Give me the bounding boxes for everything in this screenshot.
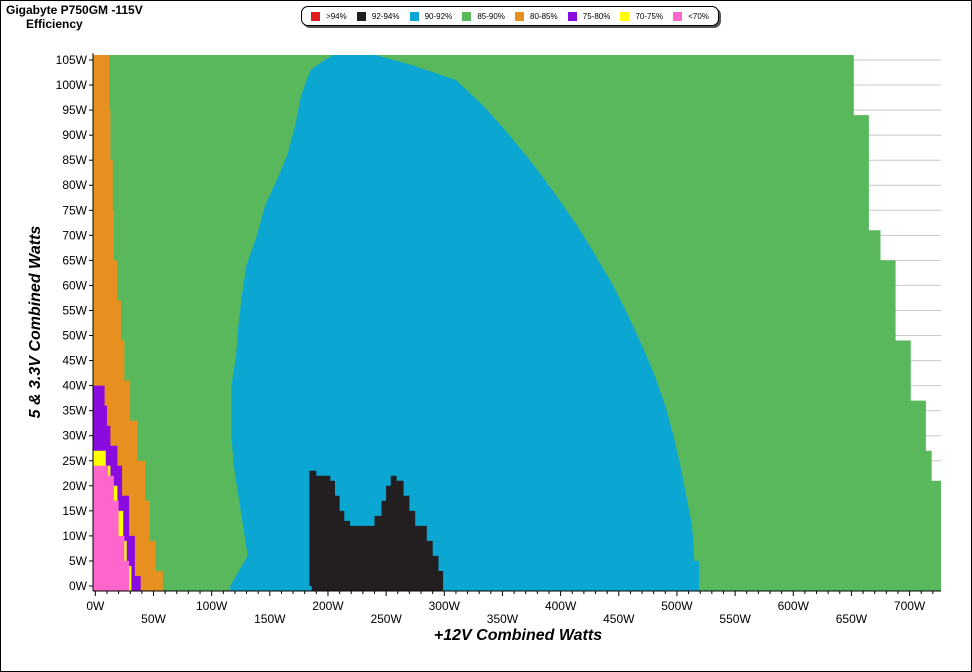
x-tick-label: 50W: [141, 612, 166, 626]
y-tick-label: 75W: [62, 203, 87, 217]
legend-swatch: [356, 11, 366, 21]
y-tick-label: 55W: [62, 303, 87, 317]
chart-title-line2: Efficiency: [26, 17, 83, 31]
legend-label: 90-92%: [424, 11, 453, 21]
chart-title: Gigabyte P750GM -115V Efficiency: [6, 3, 143, 31]
y-tick-label: 50W: [62, 329, 87, 343]
legend-swatch: [462, 11, 472, 21]
legend-item: 75-80%: [567, 11, 611, 21]
efficiency-regions: [93, 55, 941, 591]
legend-item: 92-94%: [356, 11, 400, 21]
y-tick-label: 10W: [62, 529, 87, 543]
legend-swatch: [673, 11, 683, 21]
legend-label: >94%: [326, 11, 347, 21]
legend-item: <70%: [673, 11, 709, 21]
legend-swatch: [567, 11, 577, 21]
y-tick-label: 35W: [62, 404, 87, 418]
y-tick-label: 60W: [62, 278, 87, 292]
y-axis-title: 5 & 3.3V Combined Watts: [27, 226, 44, 419]
region-70: [93, 465, 130, 591]
y-tick-label: 40W: [62, 379, 87, 393]
x-tick-label: 200W: [312, 599, 344, 613]
legend-swatch: [311, 11, 321, 21]
x-tick-label: 150W: [254, 612, 286, 626]
y-tick-label: 20W: [62, 479, 87, 493]
x-tick-label: 500W: [661, 599, 693, 613]
legend-label: 70-75%: [635, 11, 664, 21]
y-tick-label: 80W: [62, 178, 87, 192]
legend-label: 80-85%: [530, 11, 558, 21]
axes: [89, 53, 941, 596]
y-tick-labels: 0W 5W 10W 15W 20W 25W 30W 35W 40W 45W 50W 55W 60W 65W…: [56, 53, 88, 593]
legend-item: 85-90%: [462, 11, 505, 21]
y-tick-label: 0W: [69, 579, 88, 593]
legend-item: 70-75%: [620, 11, 664, 21]
legend-label: 85-90%: [477, 11, 505, 21]
legend-item: >94%: [311, 11, 347, 21]
legend-item: 90-92%: [409, 11, 453, 21]
x-tick-label: 0W: [86, 599, 105, 613]
y-tick-label: 25W: [62, 454, 87, 468]
y-tick-label: 85W: [62, 153, 87, 167]
x-tick-label: 100W: [196, 599, 228, 613]
legend-label: <70%: [688, 11, 709, 21]
x-tick-label: 350W: [487, 612, 519, 626]
y-tick-label: 90W: [62, 128, 87, 142]
chart-title-line1: Gigabyte P750GM -115V: [6, 3, 143, 17]
x-tick-label: 600W: [778, 599, 810, 613]
legend-swatch: [620, 11, 630, 21]
y-tick-label: 5W: [69, 554, 88, 568]
x-tick-label: 650W: [836, 612, 868, 626]
x-tick-label: 450W: [603, 612, 635, 626]
y-tick-label: 15W: [62, 504, 87, 518]
y-tick-label: 105W: [56, 53, 88, 67]
x-tick-label: 300W: [429, 599, 461, 613]
legend-swatch: [409, 11, 419, 21]
legend-label: 92-94%: [371, 11, 400, 21]
y-tick-label: 45W: [62, 354, 87, 368]
x-tick-labels: 0W 50W 100W 150W 200W 250W 300W 350W 400W 450W 500…: [86, 599, 926, 626]
y-tick-label: 100W: [56, 78, 88, 92]
region-90-92: [230, 55, 700, 591]
y-tick-label: 70W: [62, 228, 87, 242]
y-tick-label: 65W: [62, 253, 87, 267]
x-tick-label: 400W: [545, 599, 577, 613]
y-tick-label: 95W: [62, 103, 87, 117]
legend-label: 75-80%: [582, 11, 611, 21]
y-tick-label: 30W: [62, 429, 87, 443]
x-tick-label: 550W: [719, 612, 751, 626]
region-92-94: [309, 470, 444, 591]
x-axis-title: +12V Combined Watts: [434, 627, 602, 644]
legend-item: 80-85%: [515, 11, 558, 21]
x-tick-label: 250W: [370, 612, 402, 626]
legend: >94% 92-94% 90-92% 85-90% 80-85% 75-80% 70-75%…: [301, 6, 719, 26]
legend-swatch: [515, 11, 525, 21]
x-tick-label: 700W: [894, 599, 926, 613]
